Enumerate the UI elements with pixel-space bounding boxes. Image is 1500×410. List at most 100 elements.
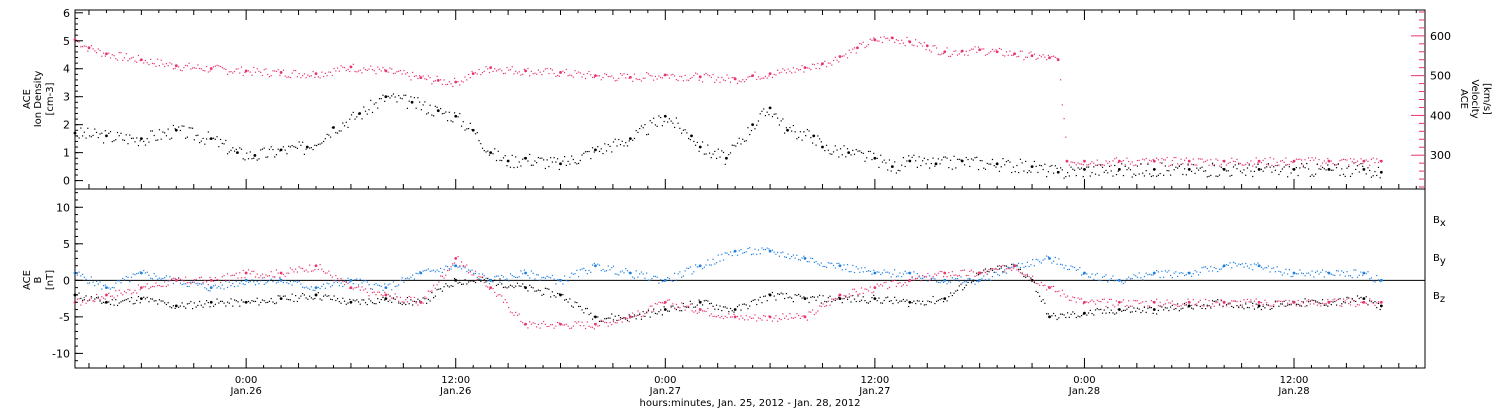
bz-sample — [811, 309, 814, 311]
by-sample — [719, 260, 721, 262]
bx-sample — [523, 286, 526, 288]
density-sample — [319, 143, 321, 145]
bx-sample — [530, 286, 533, 288]
velocity-sample — [532, 73, 534, 75]
density-point — [524, 156, 527, 160]
density-sample — [1042, 168, 1044, 171]
density-sample — [275, 154, 278, 156]
velocity-sample — [883, 36, 885, 38]
by-sample — [431, 270, 433, 272]
bx-sample — [688, 306, 690, 308]
bz-sample — [848, 293, 850, 295]
density-tick-label: 6 — [63, 7, 70, 20]
bx-sample — [1129, 311, 1132, 313]
bz-sample — [408, 295, 410, 298]
velocity-sample — [1042, 54, 1044, 56]
bx-sample — [689, 300, 691, 302]
density-sample — [361, 118, 363, 120]
density-point — [105, 134, 108, 138]
bx-sample — [990, 267, 992, 270]
bx-sample — [1180, 308, 1182, 310]
by-sample — [529, 277, 531, 279]
bx-sample — [221, 300, 223, 302]
density-sample — [724, 163, 726, 165]
bx-sample — [1011, 263, 1013, 265]
bx-sample — [235, 300, 237, 302]
velocity-sample — [466, 79, 468, 81]
by-sample — [698, 266, 700, 268]
by-point — [803, 257, 807, 260]
velocity-sample — [708, 75, 711, 77]
density-sample — [104, 130, 106, 132]
bx-sample — [913, 300, 915, 302]
bz-sample — [948, 272, 950, 274]
by-sample — [1138, 272, 1140, 274]
density-sample — [855, 148, 857, 151]
velocity-sample — [501, 70, 503, 72]
bz-sample — [688, 305, 690, 307]
bz-sample — [183, 280, 185, 282]
bz-sample — [460, 261, 463, 263]
bx-sample — [1056, 318, 1058, 321]
bz-sample — [443, 277, 445, 279]
by-sample — [527, 274, 529, 277]
bz-sample — [941, 270, 943, 273]
bz-sample — [396, 296, 398, 298]
velocity-sample — [1166, 156, 1168, 159]
bz-sample — [1140, 302, 1142, 304]
by-sample — [584, 269, 587, 272]
velocity-sample — [897, 40, 899, 42]
by-sample — [221, 284, 223, 286]
velocity-sample — [1122, 159, 1125, 162]
bx-sample — [728, 311, 730, 313]
by-sample — [1124, 281, 1126, 283]
bz-sample — [1150, 300, 1153, 302]
velocity-sample — [406, 72, 409, 74]
by-sample — [167, 280, 169, 282]
bz-sample — [279, 276, 281, 278]
by-sample — [335, 280, 337, 282]
by-sample — [1250, 264, 1252, 266]
bx-point — [174, 304, 178, 308]
bz-sample — [1005, 268, 1008, 270]
by-sample — [1292, 275, 1294, 277]
density-sample — [1304, 167, 1306, 169]
bx-sample — [867, 302, 870, 304]
bx-sample — [935, 300, 938, 302]
density-sample — [520, 165, 522, 167]
density-sample — [553, 157, 555, 159]
bx-sample — [881, 302, 884, 304]
bx-sample — [319, 298, 321, 300]
velocity-sample — [207, 71, 209, 73]
velocity-sample — [237, 68, 239, 70]
bx-sample — [899, 300, 901, 302]
by-sample — [701, 267, 704, 270]
by-sample — [682, 275, 684, 277]
by-sample — [715, 262, 718, 264]
by-sample — [969, 277, 971, 280]
bz-sample — [342, 281, 344, 283]
by-sample — [1374, 281, 1376, 283]
density-sample — [839, 148, 842, 150]
bx-sample — [981, 271, 983, 274]
velocity-sample — [460, 80, 463, 82]
density-sample — [530, 164, 533, 166]
bz-sample — [314, 269, 316, 271]
velocity-sample — [930, 51, 932, 53]
density-sample — [949, 159, 952, 161]
velocity-sample — [1117, 161, 1119, 164]
bx-sample — [357, 301, 360, 303]
density-sample — [1046, 176, 1048, 178]
density-sample — [534, 160, 536, 162]
by-sample — [1190, 275, 1193, 277]
bx-sample — [1360, 296, 1362, 299]
velocity-sample — [885, 38, 887, 40]
by-sample — [239, 282, 241, 284]
by-sample — [426, 269, 428, 271]
bz-sample — [1355, 305, 1357, 308]
by-sample — [679, 271, 681, 273]
density-sample — [127, 143, 129, 145]
bx-sample — [356, 299, 358, 301]
by-sample — [553, 278, 555, 280]
velocity-sample — [918, 41, 920, 44]
